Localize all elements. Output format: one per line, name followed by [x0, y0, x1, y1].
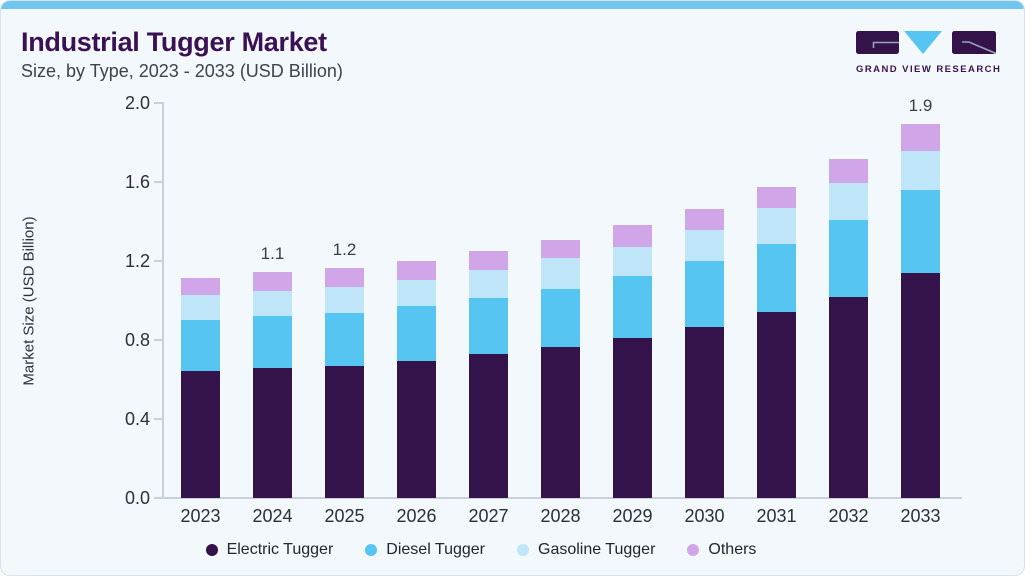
chart-title: Industrial Tugger Market: [21, 27, 327, 57]
bar-segment-gasoline-tugger: [397, 280, 436, 307]
legend-item-electric-tugger: Electric Tugger: [205, 541, 334, 559]
legend-dot-icon: [365, 544, 378, 556]
bar-segment-gasoline-tugger: [685, 229, 724, 261]
x-tick-label: 2031: [756, 506, 797, 526]
x-tick-label: 2029: [612, 506, 653, 526]
bar-segment-gasoline-tugger: [181, 294, 220, 321]
y-tick-label: 0.4: [124, 409, 150, 429]
y-tick-label: 0.8: [124, 330, 150, 350]
legend-item-others: Others: [687, 541, 756, 559]
bar-segment-gasoline-tugger: [541, 258, 580, 289]
card-top-accent-strip: [1, 1, 1024, 9]
bar-segment-electric-tugger: [829, 296, 868, 498]
grand-view-research-logo: GRAND VIEW RESEARCH: [856, 29, 1002, 77]
bar-segment-others: [325, 267, 364, 287]
bar-segment-diesel-tugger: [397, 306, 436, 361]
bar-segment-others: [757, 186, 796, 209]
y-tick-label: 2.0: [124, 93, 150, 113]
chart-subtitle: Size, by Type, 2023 - 2033 (USD Billion): [21, 61, 343, 81]
bar-segment-electric-tugger: [757, 312, 796, 498]
bar-segment-electric-tugger: [325, 365, 364, 498]
legend-dot-icon: [517, 544, 529, 556]
bar-segment-diesel-tugger: [685, 261, 724, 328]
y-axis-tick: [154, 418, 162, 420]
x-tick-label: 2026: [396, 506, 437, 526]
bar-segment-electric-tugger: [541, 346, 580, 498]
bar-segment-electric-tugger: [253, 367, 292, 498]
bar-segment-diesel-tugger: [829, 220, 868, 297]
bar-segment-others: [397, 261, 436, 281]
y-axis-tick: [154, 102, 162, 104]
legend-label: Diesel Tugger: [386, 541, 485, 558]
bar-segment-diesel-tugger: [613, 275, 652, 339]
bar-segment-gasoline-tugger: [253, 291, 292, 317]
bar-segment-gasoline-tugger: [469, 270, 508, 298]
x-tick-label: 2030: [684, 506, 725, 526]
x-tick-label: 2025: [324, 506, 365, 526]
bar-segment-diesel-tugger: [469, 297, 508, 354]
bar-segment-electric-tugger: [685, 327, 724, 498]
x-tick-label: 2024: [252, 506, 293, 526]
y-axis-title: Market Size (USD Billion): [20, 216, 38, 386]
chart-legend: Electric Tugger Diesel Tugger Gasoline Tug…: [1, 538, 961, 562]
x-tick-label: 2023: [180, 506, 221, 526]
legend-label: Electric Tugger: [226, 541, 334, 558]
x-tick-label: 2028: [540, 506, 581, 526]
x-tick-label: 2027: [468, 506, 509, 526]
bar-segment-diesel-tugger: [253, 316, 292, 368]
bar-segment-electric-tugger: [901, 272, 940, 498]
bar-segment-electric-tugger: [181, 370, 220, 498]
y-tick-label: 1.6: [124, 172, 150, 192]
bar-segment-others: [181, 277, 220, 295]
bar-total-label: 1.2: [332, 239, 357, 259]
y-tick-label: 0.0: [124, 488, 150, 508]
bar-segment-others: [613, 225, 652, 248]
bar-segment-diesel-tugger: [181, 320, 220, 371]
bar-segment-others: [469, 251, 508, 271]
x-tick-label: 2033: [900, 506, 941, 526]
bar-segment-gasoline-tugger: [613, 247, 652, 276]
gvr-logo-wordmark: GRAND VIEW RESEARCH: [856, 64, 1002, 75]
gvr-logo-icon: [856, 31, 996, 55]
bar-segment-gasoline-tugger: [901, 150, 940, 191]
bar-segment-diesel-tugger: [325, 312, 364, 366]
y-axis-line: [162, 102, 164, 498]
x-tick-label: 2032: [828, 506, 869, 526]
bar-segment-others: [685, 208, 724, 230]
legend-label: Others: [708, 541, 757, 558]
bar-segment-others: [901, 123, 940, 151]
bar-segment-others: [253, 272, 292, 291]
bar-segment-electric-tugger: [613, 338, 652, 498]
bar-segment-diesel-tugger: [901, 190, 940, 273]
legend-dot-icon: [687, 544, 700, 556]
bar-segment-gasoline-tugger: [757, 208, 796, 244]
bar-total-label: 1.9: [908, 95, 933, 115]
bar-segment-others: [829, 159, 868, 184]
bar-total-label: 1.1: [260, 244, 285, 264]
x-axis-line: [162, 497, 962, 499]
y-axis-tick: [154, 181, 162, 183]
y-axis-tick: [154, 497, 162, 499]
bar-segment-electric-tugger: [469, 353, 508, 498]
legend-item-gasoline-tugger: Gasoline Tugger: [517, 541, 655, 559]
y-axis-tick: [154, 260, 162, 262]
bar-segment-diesel-tugger: [757, 243, 796, 313]
bar-segment-gasoline-tugger: [325, 286, 364, 313]
bar-segment-electric-tugger: [397, 360, 436, 498]
legend-item-diesel-tugger: Diesel Tugger: [365, 541, 485, 559]
bar-segment-gasoline-tugger: [829, 183, 868, 221]
y-axis-tick: [154, 339, 162, 341]
bar-segment-diesel-tugger: [541, 288, 580, 347]
y-tick-label: 1.2: [124, 251, 150, 271]
legend-label: Gasoline Tugger: [538, 541, 656, 558]
legend-dot-icon: [205, 544, 218, 556]
bar-segment-others: [541, 240, 580, 259]
